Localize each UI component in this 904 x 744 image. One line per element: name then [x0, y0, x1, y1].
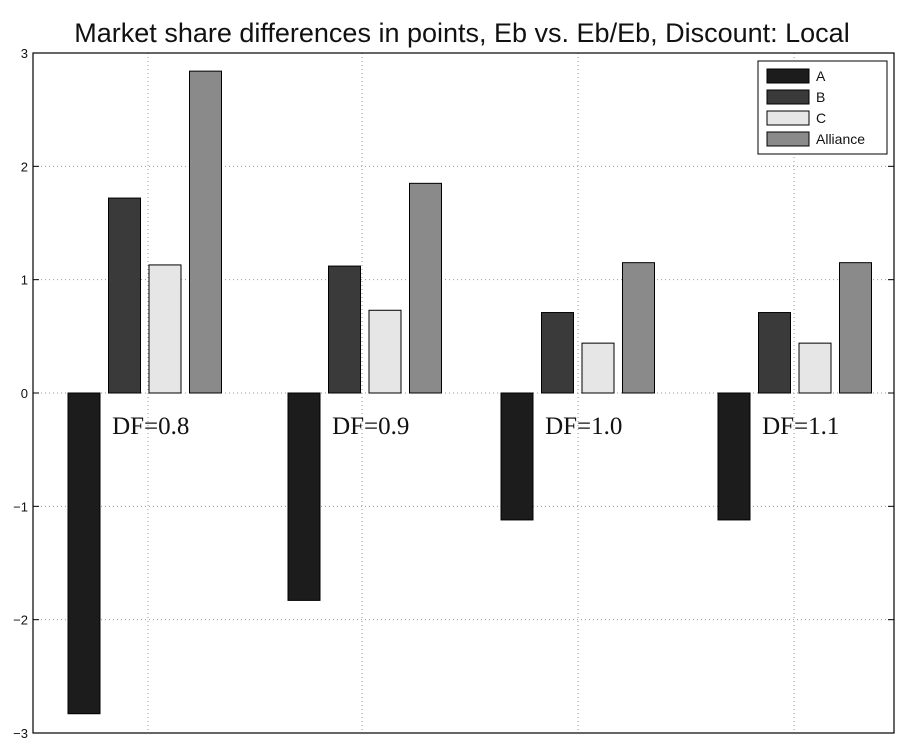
category-label-4: DF=1.1: [762, 413, 839, 440]
bar-alliance-3: [622, 262, 655, 394]
y-tick-label-4: 0: [21, 386, 28, 401]
bar-a-3: [500, 392, 534, 521]
bar-a-1: [67, 392, 101, 715]
y-tick-label-2: −2: [13, 613, 28, 628]
bar-alliance-1: [189, 70, 222, 394]
bar-b-1: [108, 197, 141, 394]
bar-c-4: [798, 342, 832, 394]
category-label-2: DF=0.9: [332, 413, 409, 440]
bar-alliance-4: [839, 262, 872, 394]
grid-lines: [33, 53, 894, 733]
group-labels: DF=0.8 DF=0.9 DF=1.0 DF=1.1: [112, 413, 839, 440]
legend-swatch-c: [766, 110, 810, 126]
y-tick-label-6: 2: [21, 159, 28, 174]
bar-b-4: [758, 312, 791, 394]
bar-c-3: [581, 342, 615, 394]
bar-b-3: [541, 312, 574, 394]
y-tick-label-5: 1: [21, 273, 28, 288]
y-tick-label-1: −3: [13, 726, 28, 741]
legend: ABC Alliance: [757, 60, 888, 155]
legend-swatch-a: [766, 68, 810, 84]
bar-c-2: [368, 309, 402, 394]
bar-a-2: [287, 392, 321, 601]
y-tick-label-7: 3: [21, 46, 28, 61]
category-label-3: DF=1.0: [545, 413, 622, 440]
legend-swatch-alliance: [766, 131, 810, 147]
chart-title: Market share differences in points, Eb v…: [74, 18, 849, 48]
legend-label-b: B: [816, 89, 825, 105]
y-tick-label-3: −1: [13, 499, 28, 514]
category-label-1: DF=0.8: [112, 413, 189, 440]
legend-label-a: A: [816, 68, 826, 84]
bar-c-1: [148, 264, 182, 394]
legend-label-c: C: [816, 110, 826, 126]
bar-a-4: [717, 392, 751, 521]
bar-alliance-2: [409, 182, 442, 394]
legend-swatch-b: [766, 89, 810, 105]
bar-b-2: [328, 265, 361, 394]
y-axis-ticks: −3 −2 −1 0 1 2 3: [13, 46, 894, 741]
bars: [67, 70, 872, 715]
legend-label-alliance: Alliance: [816, 131, 865, 147]
